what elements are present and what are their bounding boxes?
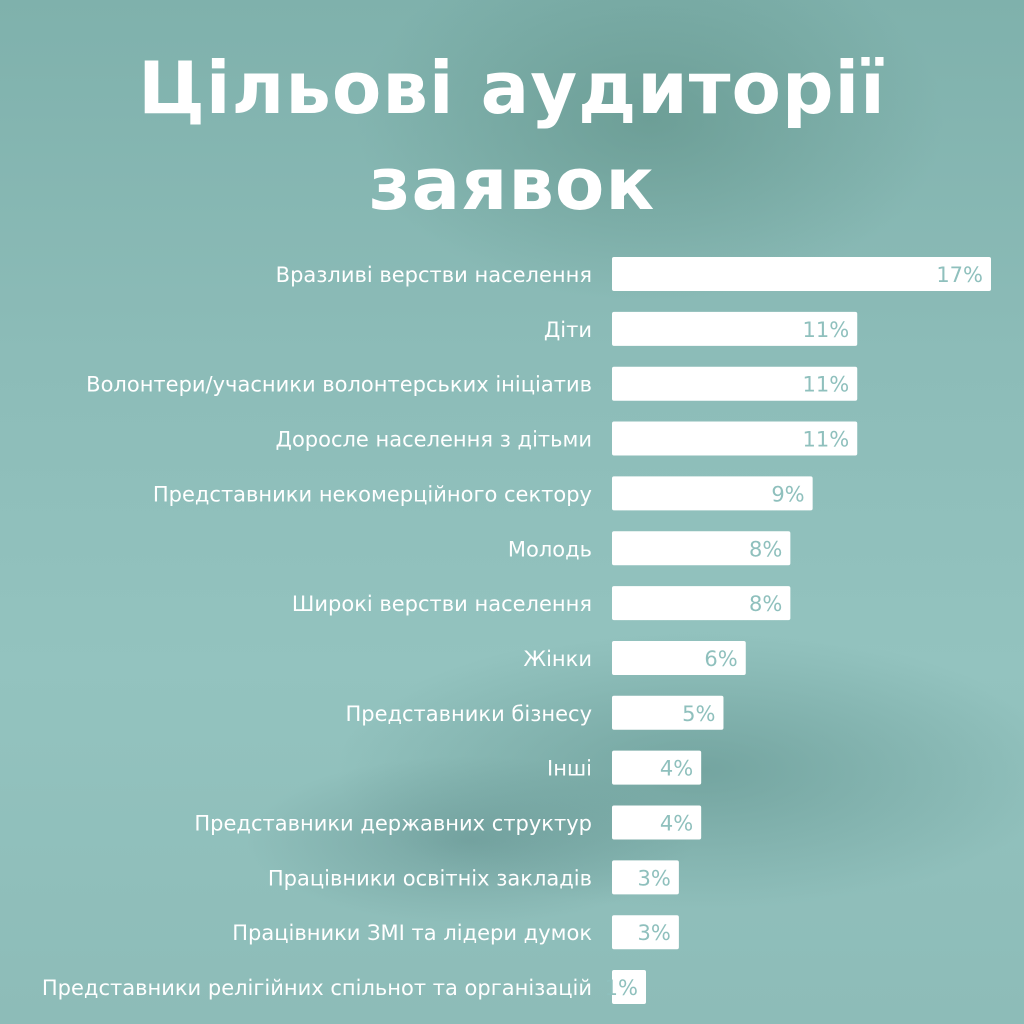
category-label: Вразливі верстви населення [276,263,592,287]
bar [612,421,858,456]
value-label: 3% [638,866,671,890]
value-label: 5% [682,702,715,726]
bar-row: Волонтери/учасники волонтерських ініціат… [86,366,858,401]
bar-row: Інші 4% [547,750,702,785]
chart-title-line-2: заявок [368,142,656,226]
bar [612,531,791,566]
category-label: Представники релігійних спільнот та орга… [42,976,592,1000]
category-label: Молодь [508,537,592,561]
value-label: 11% [803,318,850,342]
bar [612,750,702,785]
value-label: 9% [771,482,804,506]
bar-row: Вразливі верстви населення 17% [276,257,991,291]
category-label: Широкі верстви населення [292,592,592,616]
value-label: 4% [660,812,693,836]
value-label: 8% [749,592,782,616]
category-label: Представники некомерційного сектору [153,482,592,506]
category-label: Представники державних структур [194,812,592,836]
chart-title: Цільові аудиторії заявок [0,40,1024,232]
value-label: 3% [638,921,671,945]
bar-row: Доросле населення з дітьми 11% [276,421,858,456]
category-label: Волонтери/учасники волонтерських ініціат… [86,373,592,397]
value-label: 1% [605,976,638,1000]
bar-row: Представники некомерційного сектору 9% [153,476,813,511]
bar-row: Працівники ЗМІ та лідери думок 3% [232,915,679,950]
value-label: 17% [936,263,983,287]
bar-row: Представники релігійних спільнот та орга… [42,970,646,1005]
bar [612,476,813,511]
value-label: 11% [803,428,850,452]
value-label: 8% [749,537,782,561]
bar-row: Працівники освітніх закладів 3% [268,860,679,895]
bar-row: Широкі верстви населення 8% [292,586,791,621]
bar [612,586,791,621]
bar-row: Представники державних структур 4% [194,805,702,840]
bar-row: Діти 11% [544,311,858,346]
bar [612,257,991,291]
value-label: 6% [704,647,737,671]
bar [612,640,746,675]
bar [612,311,858,346]
category-label: Представники бізнесу [345,702,592,726]
category-label: Працівники освітніх закладів [268,866,592,890]
bar-row: Представники бізнесу 5% [345,695,724,730]
bar-row: Молодь 8% [508,531,791,566]
bar [612,366,858,401]
bar [612,860,679,895]
category-label: Працівники ЗМІ та лідери думок [232,921,592,945]
category-label: Діти [544,318,592,342]
category-label: Інші [547,757,592,781]
chart-title-line-1: Цільові аудиторії [138,46,886,130]
bar [612,695,724,730]
category-label: Доросле населення з дітьми [276,428,592,452]
bar [612,915,679,950]
value-label: 4% [660,757,693,781]
category-label: Жінки [523,647,592,671]
bar [612,805,702,840]
bar-row: Жінки 6% [523,640,746,675]
bar [612,970,646,1005]
value-label: 11% [803,373,850,397]
